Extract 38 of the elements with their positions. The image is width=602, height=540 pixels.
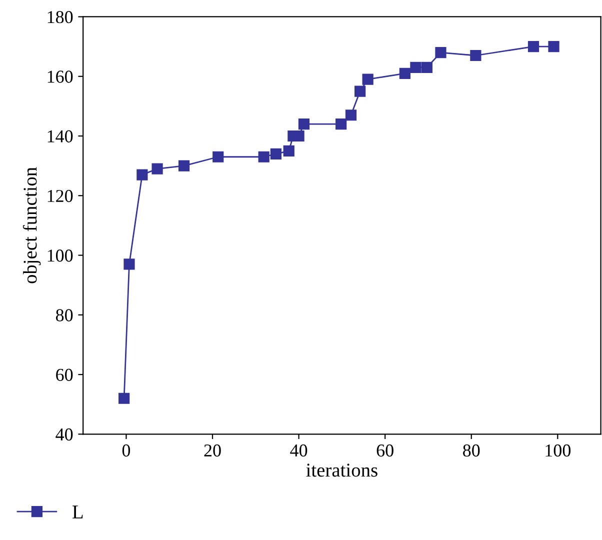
point [124,258,135,270]
y-tick-label: 60 [56,368,73,381]
point [152,163,163,174]
point [362,74,374,85]
x-tick-label: 60 [376,444,394,457]
y-tick-label: 100 [48,250,73,262]
x-axis-title: iterations [306,464,378,477]
point [410,62,422,73]
y-tick-label: 180 [48,10,73,24]
point [270,148,282,160]
x-tick-label: 80 [463,444,480,457]
point [136,169,148,180]
point [336,118,347,130]
point [399,68,410,79]
x-tick-label: 40 [290,444,308,457]
point [354,86,366,97]
point [298,118,310,130]
point [435,46,446,58]
point [212,151,224,162]
point [421,62,432,73]
point [528,41,540,52]
y-axis-title: object function [22,167,41,284]
y-tick-label: 120 [48,190,73,202]
point [470,50,482,62]
point [548,41,560,52]
point [283,145,294,156]
y-tick-label: 160 [48,70,73,83]
x-tick-label: 0 [122,444,130,457]
y-tick-label: 40 [56,428,73,441]
x-tick-label: 20 [204,444,221,457]
point [118,392,130,404]
y-tick-label: 140 [48,130,73,142]
point [178,160,190,172]
legend-label: L [72,506,83,518]
y-tick-label: 80 [56,309,73,322]
point [258,151,270,162]
x-tick-label: 100 [546,444,571,457]
point [345,110,357,121]
